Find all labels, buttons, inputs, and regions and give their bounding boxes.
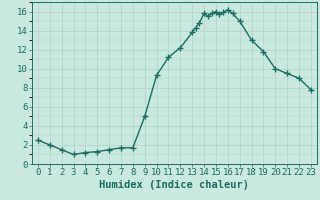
X-axis label: Humidex (Indice chaleur): Humidex (Indice chaleur) bbox=[100, 180, 249, 190]
